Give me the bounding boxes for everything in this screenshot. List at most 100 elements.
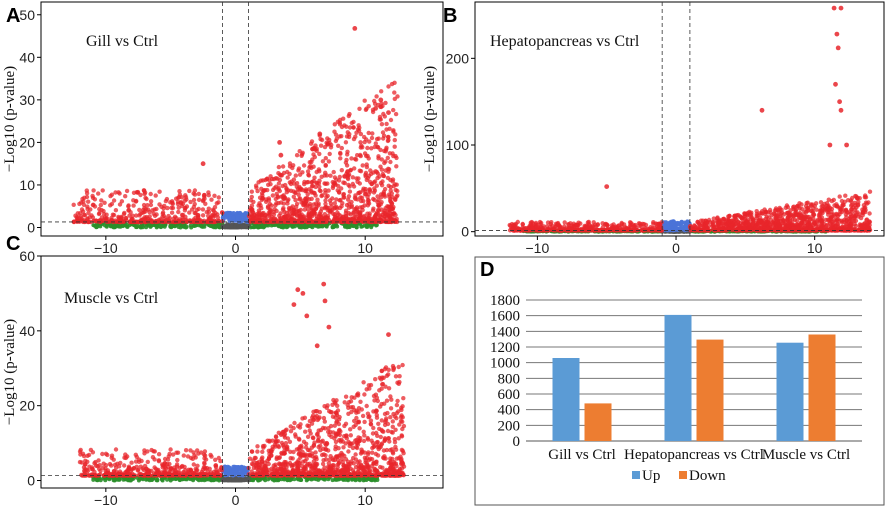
sig-point <box>192 210 197 216</box>
ns-point <box>235 216 240 220</box>
sig-point <box>345 149 350 154</box>
sig-point <box>113 190 118 195</box>
sig-point <box>575 223 581 228</box>
sig-point <box>138 218 143 224</box>
sig-point <box>154 206 159 212</box>
sig-point <box>692 223 698 229</box>
sig-point <box>147 214 152 219</box>
sig-point <box>835 217 840 222</box>
sig-point <box>373 106 378 111</box>
sig-point <box>864 201 870 206</box>
sig-point <box>266 182 271 187</box>
sig-point <box>187 188 192 194</box>
sig-point <box>370 131 375 136</box>
sig-point <box>337 205 343 211</box>
ns-point <box>240 218 245 223</box>
sig-point <box>727 213 732 219</box>
sig-point <box>206 190 211 195</box>
sig-point <box>111 212 117 218</box>
sig-point <box>798 220 803 226</box>
ns-point <box>362 223 367 228</box>
sig-point <box>273 203 278 208</box>
sig-point <box>850 195 855 201</box>
sig-point <box>96 191 101 196</box>
sig-point <box>165 205 170 211</box>
sig-point <box>182 198 187 203</box>
ns-point <box>241 212 246 217</box>
sig-point <box>212 193 217 198</box>
sig-point <box>520 221 525 227</box>
sig-point <box>378 97 384 103</box>
sig-point <box>342 174 347 179</box>
sig-point <box>278 200 284 205</box>
sig-point <box>309 141 314 146</box>
sig-point <box>179 200 184 206</box>
sig-point <box>357 106 362 112</box>
sig-point <box>388 117 394 123</box>
sig-point <box>182 208 188 213</box>
ns-point <box>111 225 116 230</box>
sig-point <box>703 218 708 223</box>
sig-point <box>374 183 379 188</box>
sig-point <box>358 205 363 210</box>
sig-point <box>102 200 107 205</box>
sig-point <box>258 203 263 208</box>
sig-point <box>285 169 290 175</box>
sig-point <box>346 194 352 199</box>
sig-point <box>791 204 796 209</box>
sig-point <box>591 224 596 229</box>
ns-point <box>317 223 322 228</box>
sig-point <box>395 94 400 99</box>
sig-point <box>160 211 165 216</box>
sig-point <box>323 201 328 207</box>
sig-point <box>393 182 398 187</box>
sig-point <box>804 201 809 206</box>
sig-point <box>339 168 344 173</box>
sig-point <box>311 164 316 169</box>
sig-point <box>351 119 356 125</box>
sig-point <box>272 207 277 212</box>
sig-point <box>358 153 363 159</box>
sig-point <box>394 164 399 169</box>
sig-point <box>312 154 317 160</box>
sig-point <box>301 202 307 207</box>
sig-point <box>137 207 142 213</box>
sig-point <box>277 140 282 145</box>
sig-point <box>123 215 128 221</box>
sig-point <box>366 104 371 109</box>
sig-point <box>358 195 363 200</box>
sig-point <box>379 207 384 212</box>
sig-point <box>332 129 337 134</box>
sig-point <box>530 225 535 231</box>
ns-point <box>184 224 189 229</box>
sig-point <box>200 207 206 212</box>
sig-point <box>391 107 396 113</box>
sig-point <box>382 148 387 154</box>
sig-point <box>843 193 848 198</box>
sig-point <box>144 196 149 202</box>
sig-point <box>305 192 310 197</box>
sig-point <box>535 222 540 228</box>
sig-point <box>388 216 393 221</box>
sig-point <box>84 188 90 193</box>
sig-point <box>278 152 284 158</box>
sig-point <box>293 173 298 178</box>
sig-point <box>117 202 123 207</box>
ns-point <box>233 225 237 230</box>
sig-point <box>380 179 385 184</box>
sig-point <box>337 198 342 203</box>
sig-point <box>859 224 865 229</box>
sig-point <box>819 215 825 220</box>
y-tick-label: 200 <box>446 50 470 66</box>
sig-point <box>362 213 367 219</box>
sig-point <box>268 208 274 213</box>
sig-point <box>855 195 860 201</box>
ns-point <box>665 224 670 229</box>
sig-point <box>121 211 127 217</box>
sig-point <box>126 203 131 208</box>
sig-point <box>216 195 221 200</box>
sig-point <box>711 216 716 221</box>
sig-point <box>338 156 343 161</box>
sig-point <box>720 221 726 226</box>
